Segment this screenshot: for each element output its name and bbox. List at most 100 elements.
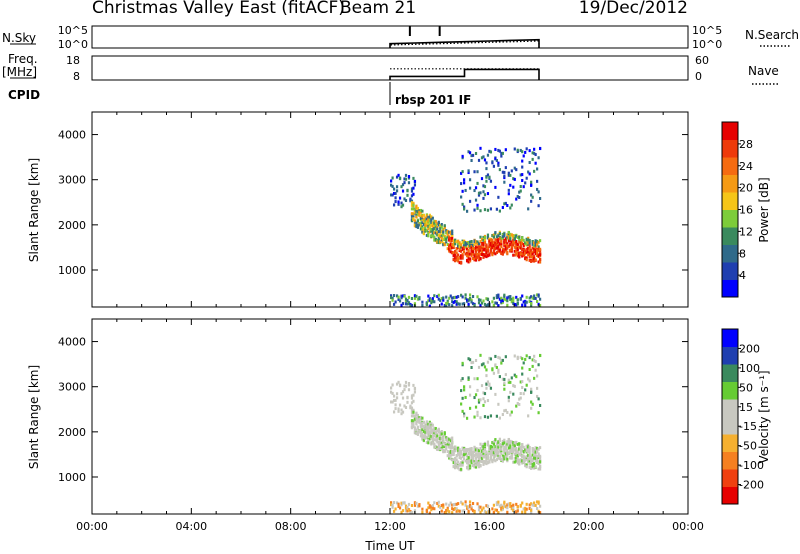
power-cell (416, 224, 420, 228)
velocity-cell (518, 445, 521, 449)
power-cell (445, 304, 448, 308)
velocity-cell (470, 456, 473, 460)
velocity-cell (494, 454, 497, 458)
velocity-cell (485, 382, 488, 386)
power-cell (431, 228, 434, 232)
velocity-cell (410, 510, 414, 514)
power-cell (465, 242, 469, 246)
power-cell (498, 149, 501, 153)
power-cell (443, 224, 446, 228)
power-cell (519, 173, 522, 177)
velocity-cell (518, 397, 521, 401)
velocity-cell (473, 450, 476, 454)
power-cell (503, 234, 506, 238)
velocity-cell (391, 503, 394, 507)
velocity-cell (416, 413, 420, 417)
power-cell (477, 249, 481, 253)
power-cell (460, 171, 463, 175)
velocity-cell (451, 511, 454, 515)
power-cell (477, 298, 481, 302)
freq-left-tick-bottom: 8 (73, 70, 80, 83)
velocity-cell (530, 502, 533, 506)
velocity-cell (530, 400, 533, 404)
velocity-cell (454, 445, 457, 449)
velocity-cell (509, 449, 512, 453)
velocity-cell (492, 451, 496, 455)
power-cell (452, 242, 455, 246)
power-cell (537, 204, 540, 208)
power-cell (470, 245, 473, 249)
velocity-cell (427, 426, 430, 430)
velocity-cell (433, 431, 436, 435)
velocity-cell (445, 447, 448, 451)
power-cell (455, 300, 458, 304)
power-cell (413, 210, 417, 214)
power-cell (439, 226, 442, 230)
power-cell (521, 303, 524, 307)
velocity-cell (401, 390, 405, 394)
velocity-cell (434, 430, 437, 434)
velocity-cell (518, 458, 521, 462)
power-cell (501, 252, 504, 256)
velocity-cell (430, 441, 433, 445)
power-cell (515, 252, 518, 256)
power-cell (419, 224, 422, 228)
power-cell (412, 212, 415, 216)
velocity-cell (409, 511, 412, 515)
power-cell (451, 304, 454, 308)
velocity-cell (506, 440, 509, 444)
velocity-cell (437, 500, 440, 504)
power-cell (513, 237, 516, 241)
velocity-cell (480, 444, 484, 448)
velocity-cell (476, 502, 479, 506)
velocity-cell (494, 354, 497, 358)
velocity-cell (424, 436, 427, 440)
velocity-cell (521, 448, 524, 452)
velocity-cell (474, 452, 478, 456)
power-cell (440, 236, 443, 240)
power-cell (492, 251, 496, 255)
power-cell (503, 240, 506, 244)
velocity-cell (431, 441, 434, 445)
velocity-cell (531, 402, 534, 406)
velocity-cell (489, 414, 493, 418)
power-cell (412, 203, 415, 207)
velocity-cell (533, 448, 536, 452)
velocity-cell (430, 436, 433, 440)
velocity-cell (398, 506, 402, 510)
velocity-cell (533, 503, 536, 507)
power-cell (468, 199, 472, 203)
xtick-label: 00:00 (672, 520, 704, 533)
power-cell (533, 257, 536, 261)
power-cell (477, 252, 481, 256)
power-cell (410, 207, 414, 211)
power-cell (467, 257, 470, 261)
velocity-cell (513, 448, 516, 452)
velocity-cell (433, 434, 436, 438)
velocity-cell (507, 443, 510, 447)
power-cell (536, 253, 539, 257)
power-cell (439, 231, 442, 235)
velocity-cell (439, 433, 442, 437)
velocity-colorbar-swatch (722, 469, 738, 487)
velocity-cell (518, 403, 521, 407)
velocity-cell (476, 449, 479, 453)
power-cell (443, 243, 446, 247)
velocity-cell (410, 396, 414, 400)
power-cell (451, 300, 454, 304)
power-cell (525, 240, 528, 244)
velocity-cell (539, 454, 542, 458)
power-cell (445, 229, 448, 233)
power-cell (506, 233, 509, 237)
power-cell (446, 235, 449, 239)
velocity-cell (397, 380, 400, 384)
power-cell (521, 254, 524, 258)
velocity-cell (501, 442, 504, 446)
velocity-cell (410, 410, 414, 414)
power-cell (449, 244, 452, 248)
velocity-cell (455, 507, 458, 511)
velocity-cell (437, 504, 440, 508)
power-cell (524, 299, 527, 303)
power-cell (534, 246, 537, 250)
power-cell (395, 189, 399, 193)
